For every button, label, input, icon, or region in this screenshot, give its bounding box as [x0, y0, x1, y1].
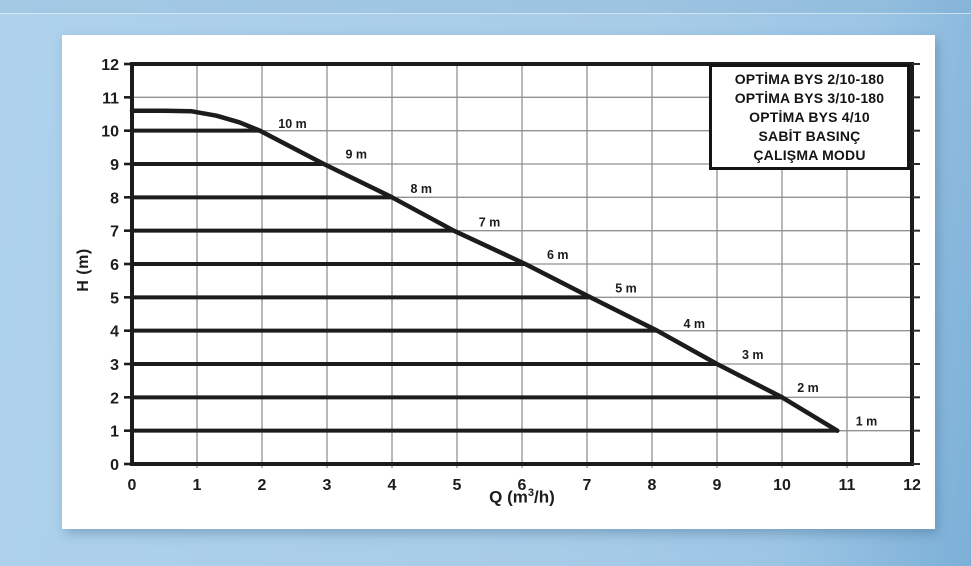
x-axis-title: Q (m3/h): [422, 487, 622, 509]
x-tick-label: 4: [388, 477, 397, 494]
x-tick-label: 11: [839, 477, 856, 494]
x-tick-label: 12: [903, 477, 921, 494]
legend-line: OPTİMA BYS 2/10-180: [734, 70, 885, 87]
y-tick-label: 1: [110, 424, 119, 441]
x-tick-label: 1: [193, 477, 202, 494]
pressure-line-label: 7 m: [479, 215, 501, 229]
y-tick-label: 6: [110, 257, 119, 274]
x-tick-label: 9: [713, 477, 722, 494]
pressure-line-label: 10 m: [278, 117, 307, 131]
pressure-line-label: 4 m: [683, 317, 705, 331]
pump-head-curve: [129, 108, 840, 433]
pressure-line-label: 5 m: [615, 281, 637, 295]
y-tick-label: 11: [102, 90, 119, 107]
legend-line: OPTİMA BYS 3/10-180: [734, 89, 885, 106]
x-axis-title-prefix: Q (m: [489, 487, 528, 507]
pressure-line-label: 1 m: [856, 415, 878, 429]
x-axis-title-suffix: /h): [534, 487, 555, 507]
y-tick-label: 4: [110, 324, 119, 341]
y-tick-label: 7: [110, 224, 119, 241]
pressure-line-label: 8 m: [410, 182, 432, 196]
x-tick-label: 3: [323, 477, 332, 494]
legend-box: OPTİMA BYS 2/10-180 OPTİMA BYS 3/10-180 …: [709, 64, 910, 170]
y-tick-label: 8: [110, 190, 119, 207]
y-tick-label: 2: [110, 390, 119, 407]
pressure-line-label: 2 m: [797, 381, 819, 395]
x-tick-label: 0: [128, 477, 137, 494]
x-axis-title-superscript: 3: [527, 487, 535, 499]
pressure-line-label: 6 m: [547, 248, 569, 262]
y-tick-label: 5: [110, 290, 119, 307]
y-axis-title: H (m): [75, 248, 92, 292]
x-tick-label: 7: [583, 477, 592, 494]
y-tick-label: 3: [110, 357, 119, 374]
x-tick-label: 6: [518, 477, 527, 494]
pressure-line-label: 3 m: [742, 348, 764, 362]
pressure-line-label: 9 m: [345, 148, 367, 162]
y-tick-label: 0: [110, 457, 119, 474]
x-tick-label: 10: [773, 477, 791, 494]
page-top-band: [0, 0, 971, 14]
y-tick-label: 12: [101, 57, 119, 74]
x-tick-label: 2: [258, 477, 267, 494]
x-tick-label: 8: [648, 477, 657, 494]
legend-line: SABİT BASINÇ: [758, 127, 861, 144]
legend-line: OPTİMA BYS 4/10: [749, 108, 870, 125]
y-tick-label: 10: [101, 124, 119, 141]
y-tick-label: 9: [110, 157, 119, 174]
x-tick-label: 5: [453, 477, 462, 494]
legend-line: ÇALIŞMA MODU: [753, 146, 866, 163]
